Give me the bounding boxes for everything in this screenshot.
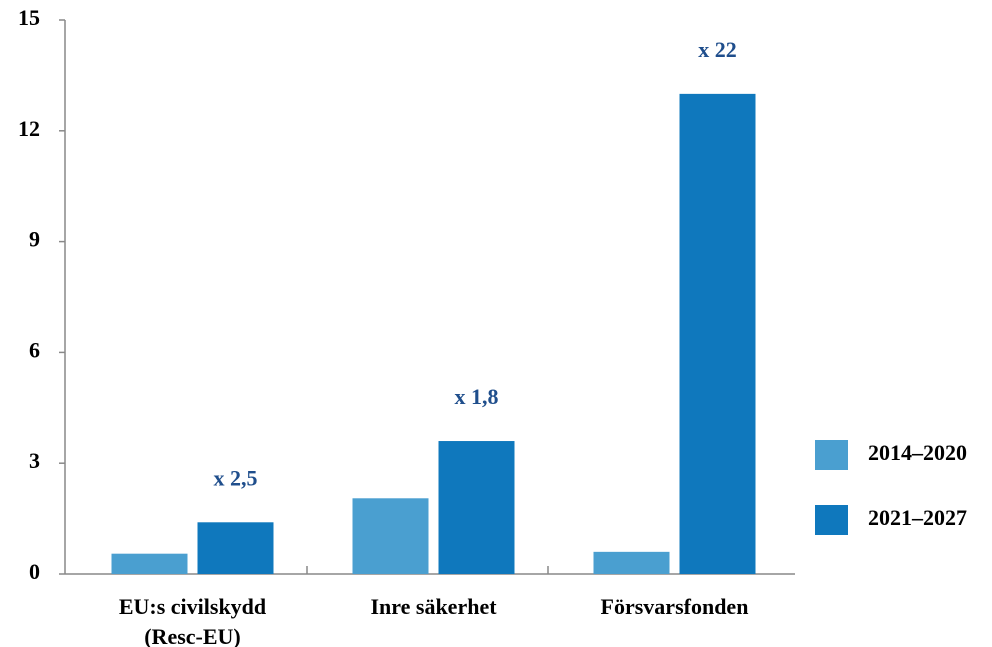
y-tick-label: 12 (18, 116, 40, 141)
annotation: x 22 (698, 37, 737, 62)
y-tick-label: 3 (29, 448, 40, 473)
bar (593, 551, 670, 574)
bar (679, 93, 756, 574)
x-tick-label: Inre säkerhet (370, 594, 497, 619)
y-tick-label: 0 (29, 559, 40, 584)
legend-swatch (815, 440, 848, 470)
y-tick-label: 15 (18, 5, 40, 30)
legend-label: 2021–2027 (868, 505, 967, 530)
bar (111, 553, 188, 574)
annotation: x 1,8 (455, 384, 499, 409)
y-tick-label: 6 (29, 337, 40, 362)
bar (197, 522, 274, 574)
bar (438, 441, 515, 574)
legend-label: 2014–2020 (868, 440, 967, 465)
bar (352, 498, 429, 574)
y-tick-label: 9 (29, 227, 40, 252)
legend-swatch (815, 505, 848, 535)
x-tick-label: EU:s civilskydd (Resc-EU) (118, 594, 267, 647)
x-tick-label: Försvarsfonden (600, 594, 749, 619)
annotation: x 2,5 (214, 465, 258, 490)
